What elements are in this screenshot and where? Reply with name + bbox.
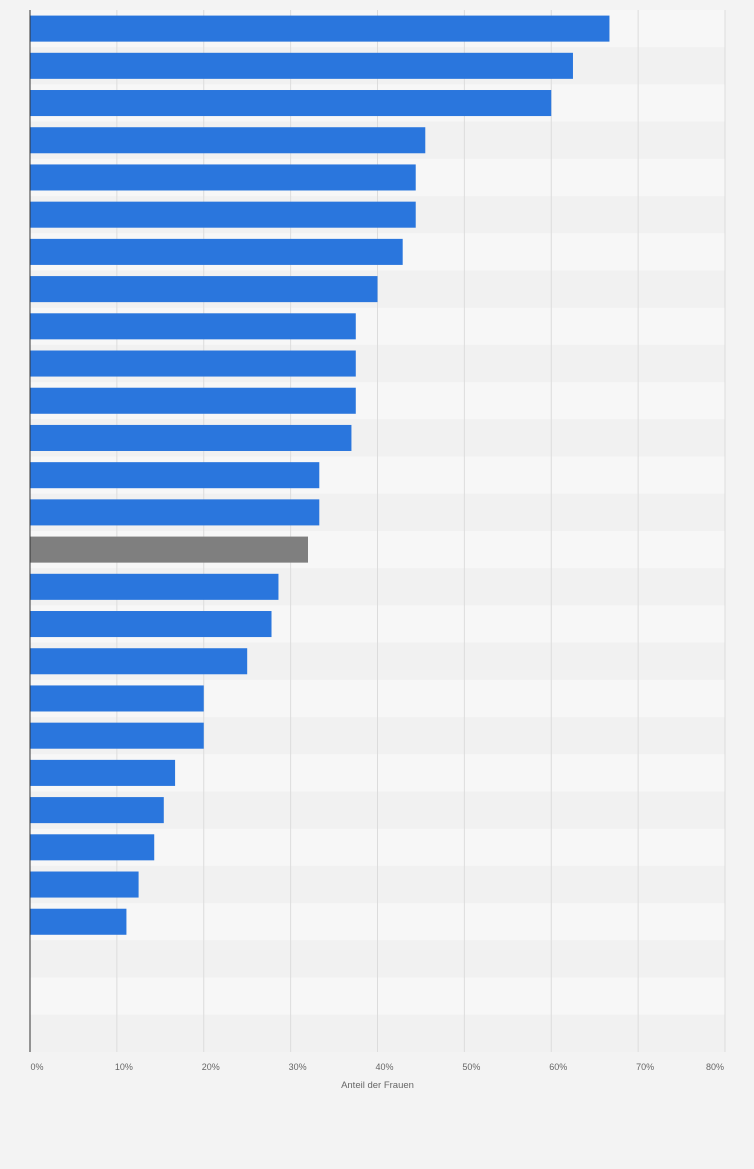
x-tick-label: 70% (636, 1062, 654, 1072)
bar[interactable] (30, 90, 552, 117)
bar[interactable] (30, 871, 139, 898)
bar[interactable] (30, 424, 352, 451)
x-axis-title: Anteil der Frauen (341, 1080, 414, 1091)
bar[interactable] (30, 127, 426, 154)
bars (30, 15, 610, 935)
x-tick-label: 20% (202, 1062, 220, 1072)
x-tick-label: 40% (375, 1062, 393, 1072)
bar[interactable] (30, 499, 320, 526)
bar[interactable] (30, 834, 155, 861)
bar[interactable] (30, 573, 279, 600)
bar[interactable] (30, 313, 356, 340)
bar[interactable] (30, 164, 416, 191)
bar[interactable] (30, 201, 416, 228)
bar[interactable] (30, 276, 378, 303)
x-tick-label: 0% (30, 1062, 43, 1072)
bar-highlighted[interactable] (30, 536, 308, 563)
x-tick-label: 50% (462, 1062, 480, 1072)
x-tick-label: 60% (549, 1062, 567, 1072)
bar[interactable] (30, 908, 127, 935)
bar[interactable] (30, 797, 164, 824)
bar[interactable] (30, 648, 248, 675)
bar[interactable] (30, 685, 204, 712)
bar[interactable] (30, 238, 403, 265)
bar[interactable] (30, 52, 573, 79)
bar[interactable] (30, 387, 356, 414)
x-tick-label: 10% (115, 1062, 133, 1072)
bar[interactable] (30, 611, 272, 638)
x-tick-label: 80% (706, 1062, 724, 1072)
bar[interactable] (30, 15, 610, 42)
x-tick-label: 30% (289, 1062, 307, 1072)
bar[interactable] (30, 350, 356, 377)
bar[interactable] (30, 722, 204, 749)
x-axis-tick-labels: 0% 10% 20% 30% 40% 50% 60% 70% 80% (30, 1062, 724, 1072)
bar[interactable] (30, 462, 320, 489)
bar[interactable] (30, 759, 176, 786)
